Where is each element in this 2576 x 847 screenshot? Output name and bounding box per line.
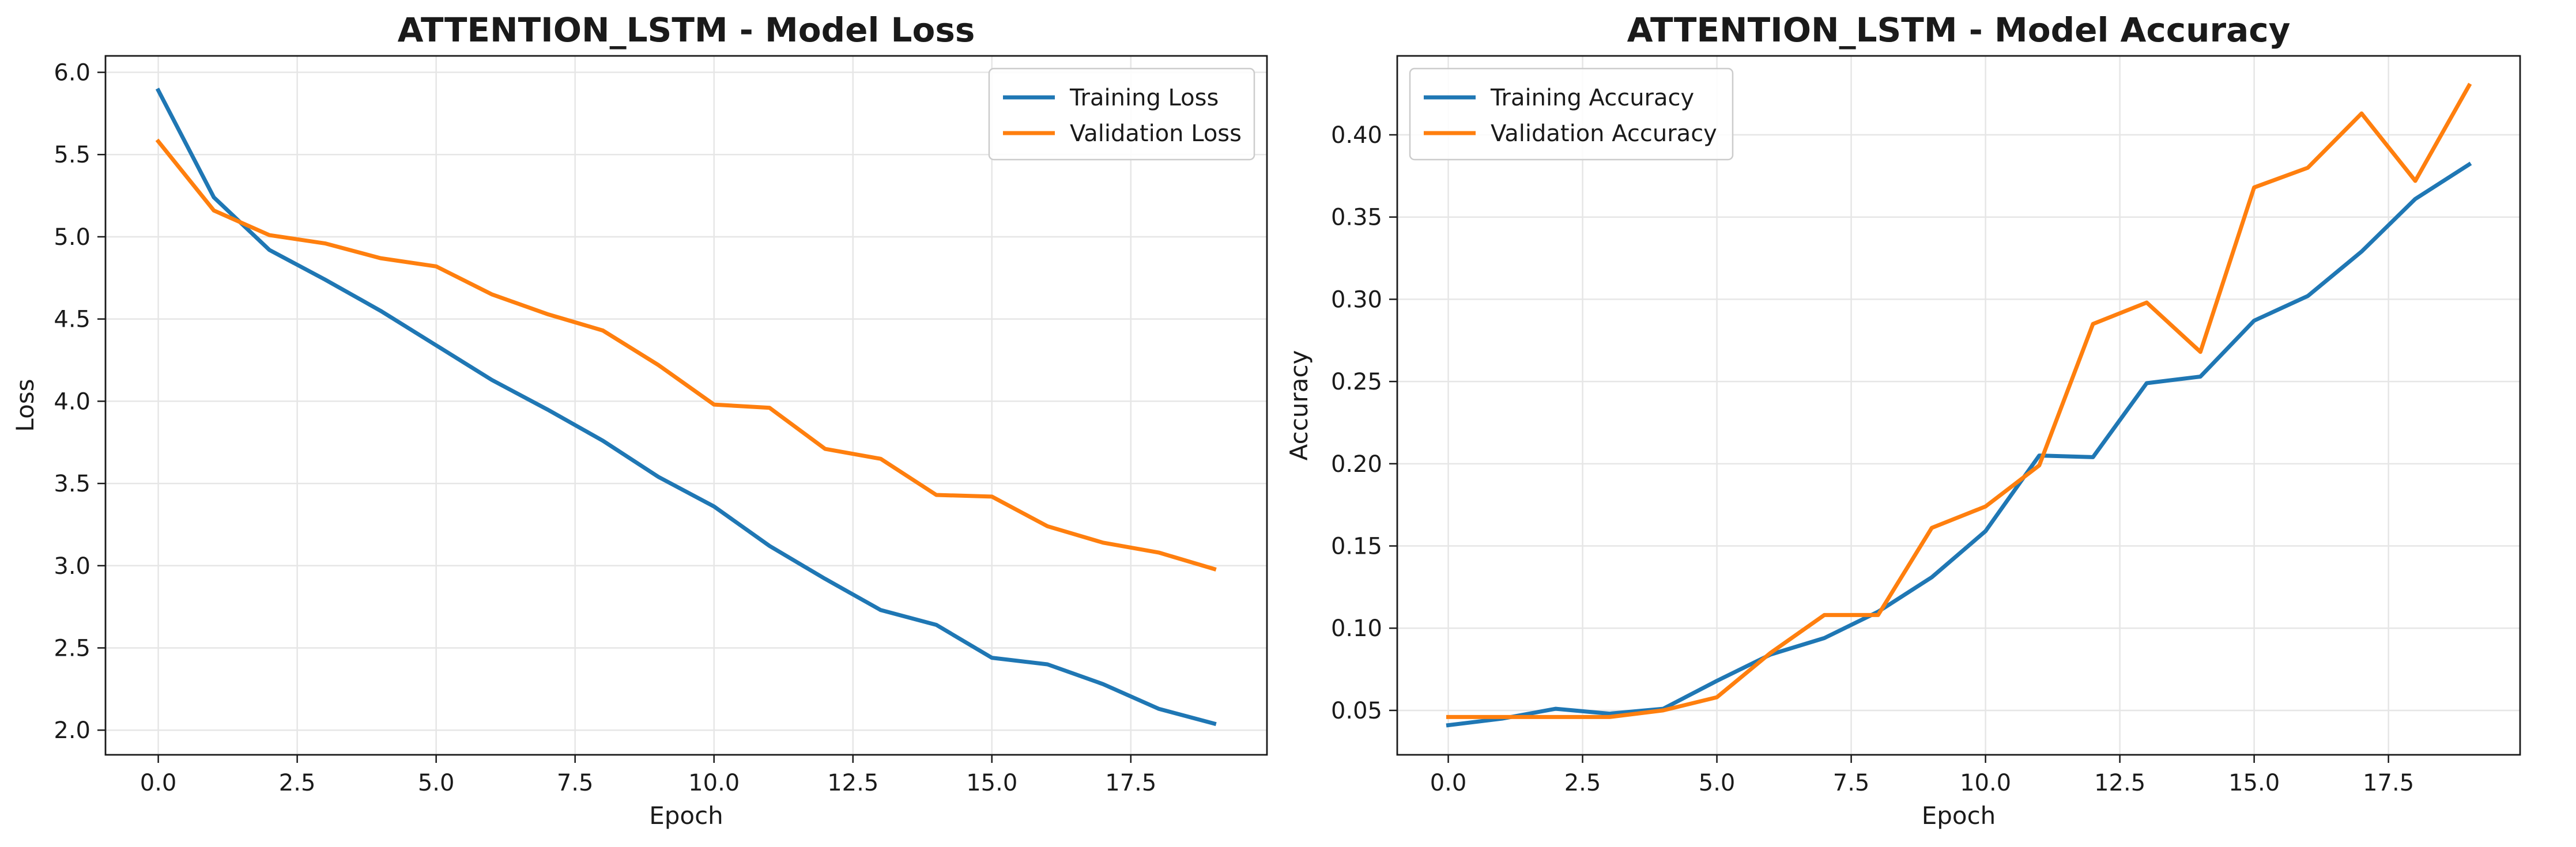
loss-x-tick-label-5: 12.5 (827, 770, 878, 796)
loss-x-tick-label-3: 7.5 (557, 770, 594, 796)
accuracy-x-axis-label: Epoch (1922, 801, 1996, 830)
validation-accuracy-line (1446, 82, 2472, 719)
accuracy-y-tick-label-0: 0.05 (1331, 698, 1382, 724)
loss-y-tick-label-5: 4.5 (54, 307, 90, 333)
accuracy-x-tick-label-6: 15.0 (2228, 770, 2280, 796)
loss-legend-label-1: Validation Loss (1070, 120, 1242, 147)
accuracy-x-tick-label-5: 12.5 (2094, 770, 2145, 796)
loss-x-tick-label-2: 5.0 (418, 770, 455, 796)
accuracy-legend-label-1: Validation Accuracy (1491, 120, 1717, 147)
accuracy-chart-title: ATTENTION_LSTM - Model Accuracy (1627, 10, 2291, 50)
accuracy-y-tick-label-6: 0.35 (1331, 205, 1382, 231)
loss-y-tick-label-7: 5.5 (54, 142, 90, 168)
accuracy-y-tick-label-7: 0.40 (1331, 122, 1382, 149)
loss-chart-panel: 0.0 2.5 5.0 7.5 10.0 12.5 15.0 17.5 2.0 2.5 3.0 3.5… (11, 10, 1268, 830)
accuracy-x-tick-label-3: 7.5 (1833, 770, 1870, 796)
accuracy-legend-label-0: Training Accuracy (1490, 85, 1694, 111)
accuracy-y-tick-label-4: 0.25 (1331, 369, 1382, 395)
loss-x-axis-label: Epoch (649, 801, 723, 830)
accuracy-x-tick-label-7: 17.5 (2363, 770, 2414, 796)
loss-plot-frame (104, 55, 1268, 756)
accuracy-chart-panel: 0.0 2.5 5.0 7.5 10.0 12.5 15.0 17.5 0.05 0.10 0.15… (1285, 10, 2521, 830)
validation-loss-line (155, 138, 1217, 572)
accuracy-legend: Training Accuracy Validation Accuracy (1409, 67, 1734, 161)
accuracy-y-tick-label-3: 0.20 (1331, 451, 1382, 478)
loss-y-tick-label-8: 6.0 (54, 60, 90, 86)
accuracy-x-tick-label-1: 2.5 (1564, 770, 1601, 796)
training-accuracy-line (1446, 161, 2472, 728)
loss-x-tick-label-0: 0.0 (140, 770, 177, 796)
loss-chart-title: ATTENTION_LSTM - Model Loss (398, 10, 975, 50)
loss-legend-label-0: Training Loss (1069, 85, 1219, 111)
accuracy-x-tick-label-0: 0.0 (1430, 770, 1467, 796)
loss-x-tick-label-4: 10.0 (688, 770, 740, 796)
accuracy-y-tick-label-1: 0.10 (1331, 615, 1382, 642)
accuracy-x-tick-label-2: 5.0 (1699, 770, 1736, 796)
training-loss-line (155, 88, 1217, 727)
loss-legend: Training Loss Validation Loss (988, 67, 1255, 161)
loss-x-tick-label-7: 17.5 (1105, 770, 1156, 796)
accuracy-legend-box (1409, 67, 1734, 161)
loss-y-tick-label-4: 4.0 (54, 388, 90, 415)
accuracy-plot-frame (1396, 55, 2521, 756)
loss-y-axis-label: Loss (11, 379, 39, 432)
accuracy-y-tick-label-5: 0.30 (1331, 286, 1382, 313)
loss-y-tick-label-1: 2.5 (54, 635, 90, 661)
loss-y-tick-label-0: 2.0 (54, 717, 90, 744)
loss-x-tick-label-6: 15.0 (966, 770, 1017, 796)
loss-x-tick-label-1: 2.5 (279, 770, 316, 796)
accuracy-y-axis-label: Accuracy (1285, 350, 1313, 461)
accuracy-y-tick-label-2: 0.15 (1331, 534, 1382, 560)
loss-y-tick-label-2: 3.0 (54, 553, 90, 580)
loss-y-tick-label-6: 5.0 (54, 224, 90, 251)
accuracy-x-tick-label-4: 10.0 (1960, 770, 2011, 796)
loss-y-tick-label-3: 3.5 (54, 471, 90, 497)
loss-legend-box (988, 67, 1255, 161)
